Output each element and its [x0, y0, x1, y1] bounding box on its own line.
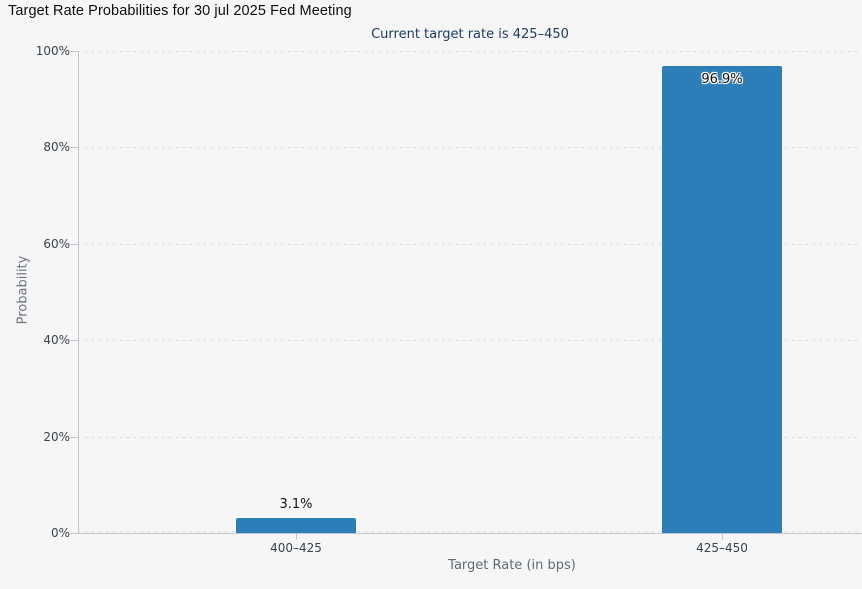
y-tick-60%: [70, 243, 78, 245]
y-tick-100%: [70, 51, 78, 52]
x-axis-title: Target Rate (in bps): [448, 558, 576, 573]
x-tick-400–425: [296, 533, 297, 540]
x-tick-label-425–450: 425–450: [696, 541, 748, 555]
y-tick-40%: [70, 340, 78, 342]
y-tick-0%: [70, 533, 78, 534]
x-tick-425–450: [722, 533, 723, 540]
chart-title: Target Rate Probabilities for 30 jul 202…: [8, 3, 352, 19]
plot-area: [78, 51, 862, 534]
y-tick-label-0%: 0%: [50, 526, 70, 540]
y-tick-80%: [70, 147, 78, 149]
y-tick-label-40%: 40%: [43, 333, 70, 348]
y-tick-20%: [70, 436, 78, 438]
y-tick-label-60%: 60%: [43, 236, 70, 251]
y-tick-label-80%: 80%: [43, 140, 70, 155]
y-axis-title: Probability: [15, 255, 31, 325]
chart-subtitle: Current target rate is 425–450: [371, 27, 569, 42]
y-tick-label-100%: 100%: [35, 44, 70, 58]
y-tick-label-20%: 20%: [43, 429, 70, 444]
x-tick-label-400–425: 400–425: [270, 541, 322, 555]
